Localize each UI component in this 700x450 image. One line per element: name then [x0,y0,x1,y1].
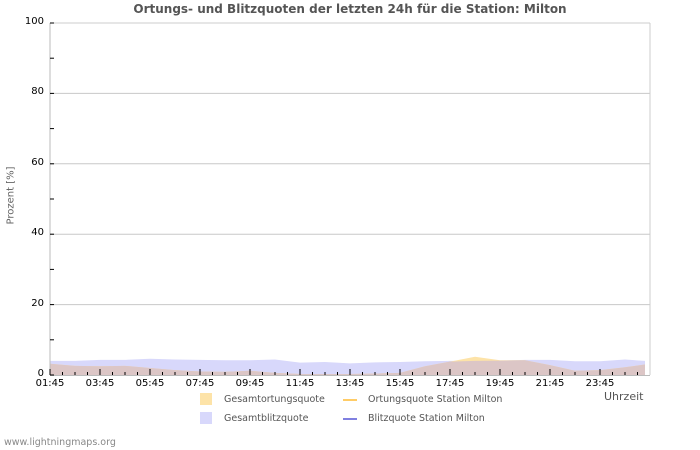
x-tick-label: 19:45 [485,378,515,389]
legend-label-gesamtortung: Gesamtortungsquote [224,394,325,405]
x-tick-label: 07:45 [185,378,215,389]
x-tick-label: 17:45 [435,378,465,389]
legend-swatch-gesamtortung [200,393,212,405]
y-tick-label: 100 [24,16,44,27]
y-tick-label: 40 [31,227,44,239]
legend-swatch-gesamtblitz [200,412,212,424]
y-tick-label: 0 [37,368,44,379]
legend-line-ortung-station [343,399,357,401]
footer-source-link[interactable]: www.lightningmaps.org [4,437,116,448]
legend-line-blitz-station [343,418,357,420]
x-axis-label: Uhrzeit [604,390,644,403]
legend-label-gesamtblitz: Gesamtblitzquote [224,413,309,424]
x-tick-label: 01:45 [35,378,65,389]
y-tick-label: 20 [31,297,44,309]
x-tick-label: 21:45 [535,378,565,389]
x-tick-label: 23:45 [585,378,615,389]
x-tick-label: 11:45 [285,378,315,389]
x-tick-label: 15:45 [385,378,415,389]
x-tick-label: 13:45 [335,378,365,389]
x-tick-label: 09:45 [235,378,265,389]
y-tick-label: 60 [31,156,44,168]
y-tick-label: 80 [31,86,44,98]
legend-label-ortung-station: Ortungsquote Station Milton [368,394,503,405]
x-tick-label: 05:45 [135,378,165,389]
x-tick-label: 03:45 [85,378,115,389]
legend-label-blitz-station: Blitzquote Station Milton [368,413,485,424]
chart-title: Ortungs- und Blitzquoten der letzten 24h… [133,2,567,16]
